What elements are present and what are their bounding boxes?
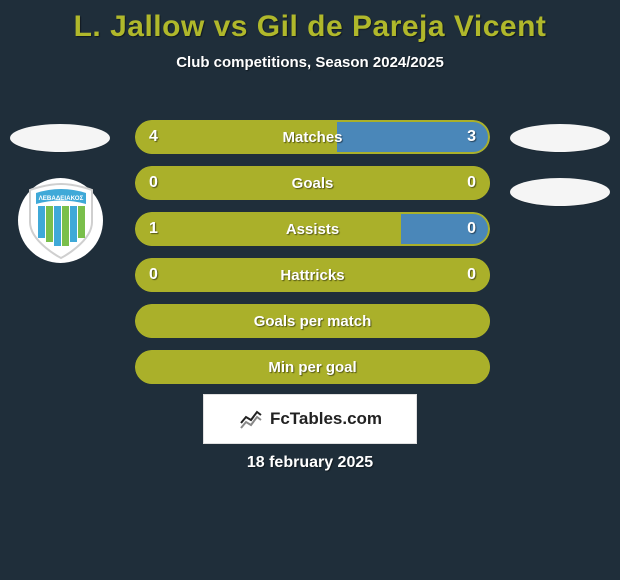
stat-value-right: 0 — [467, 174, 476, 192]
stat-value-left: 0 — [149, 174, 158, 192]
player-photo-left — [10, 124, 110, 152]
stat-row: Goals per match — [135, 304, 490, 338]
stat-value-left: 1 — [149, 220, 158, 238]
stat-label: Assists — [286, 221, 339, 238]
player-photo-right — [510, 124, 610, 152]
footer-brand: FcTables.com — [270, 409, 382, 429]
stat-label: Goals — [292, 175, 334, 192]
chart-icon — [238, 406, 264, 432]
page-title: L. Jallow vs Gil de Pareja Vicent — [0, 0, 620, 44]
subtitle: Club competitions, Season 2024/2025 — [0, 54, 620, 71]
badge-label: ΛΕΒΑΔΕΙΑΚΟΣ — [38, 195, 83, 202]
stats-panel: 4 3 Matches 0 0 Goals 1 0 Assists 0 0 Hattricks Goal… — [135, 120, 490, 396]
stat-label: Min per goal — [268, 359, 356, 376]
shield-icon: ΛΕΒΑΔΕΙΑΚΟΣ — [26, 182, 96, 260]
date-label: 18 february 2025 — [0, 454, 620, 472]
footer-brand-box: FcTables.com — [203, 394, 417, 444]
stat-row: 0 0 Goals — [135, 166, 490, 200]
stat-row: 0 0 Hattricks — [135, 258, 490, 292]
stat-value-right: 0 — [467, 220, 476, 238]
stat-label: Goals per match — [254, 313, 372, 330]
team-badge-left: ΛΕΒΑΔΕΙΑΚΟΣ — [18, 178, 103, 263]
stat-row: 4 3 Matches — [135, 120, 490, 154]
stat-label: Matches — [282, 129, 342, 146]
stat-value-right: 3 — [467, 128, 476, 146]
stat-row: 1 0 Assists — [135, 212, 490, 246]
stat-label: Hattricks — [280, 267, 344, 284]
stat-value-left: 0 — [149, 266, 158, 284]
stat-value-left: 4 — [149, 128, 158, 146]
stat-value-right: 0 — [467, 266, 476, 284]
comparison-card: L. Jallow vs Gil de Pareja Vicent Club c… — [0, 0, 620, 580]
team-badge-right — [510, 178, 610, 206]
stat-row: Min per goal — [135, 350, 490, 384]
